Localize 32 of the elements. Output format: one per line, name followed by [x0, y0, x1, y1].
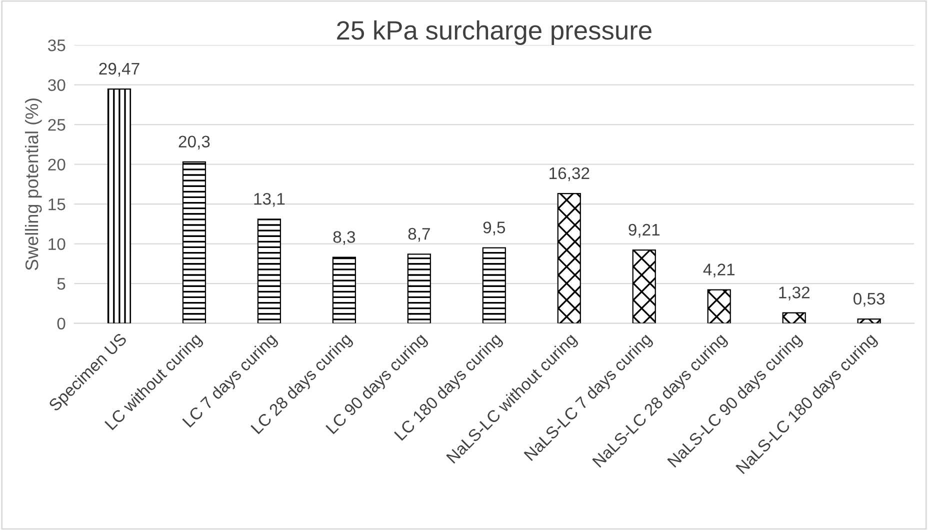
- y-tick-label: 5: [57, 278, 66, 290]
- data-label: 8,7: [408, 228, 430, 242]
- bar: [557, 193, 581, 324]
- y-tick-label: 0: [57, 318, 66, 330]
- y-tick-label: 10: [48, 238, 66, 250]
- chart-title: 25 kPa surcharge pressure: [337, 20, 652, 45]
- y-tick-label: 25: [48, 118, 66, 131]
- data-label: 9,5: [483, 222, 506, 236]
- bar: [107, 88, 132, 324]
- bar: [182, 161, 206, 324]
- bar: [707, 289, 731, 324]
- y-tick-label: 15: [48, 198, 66, 210]
- bar: [482, 247, 506, 324]
- data-label: 8,3: [333, 231, 356, 245]
- data-label: 13,1: [254, 192, 285, 207]
- data-label: 4,21: [703, 264, 735, 278]
- data-label: 0,53: [854, 292, 885, 307]
- data-label: 20,3: [178, 136, 210, 150]
- data-label: 1,32: [779, 286, 810, 300]
- bar: [782, 312, 806, 324]
- data-label: 29,47: [99, 62, 140, 77]
- bar: [632, 250, 656, 324]
- bar: [257, 218, 282, 324]
- bar: [407, 254, 431, 324]
- y-tick-label: 20: [48, 158, 66, 171]
- y-tick-label: 35: [48, 39, 66, 52]
- y-tick-label: 30: [48, 79, 66, 92]
- data-label: 9,21: [628, 224, 660, 238]
- data-label: 16,32: [550, 167, 590, 182]
- bar: [332, 256, 356, 324]
- bar: [857, 318, 881, 324]
- y-axis-title: Swelling potential (%): [24, 98, 42, 270]
